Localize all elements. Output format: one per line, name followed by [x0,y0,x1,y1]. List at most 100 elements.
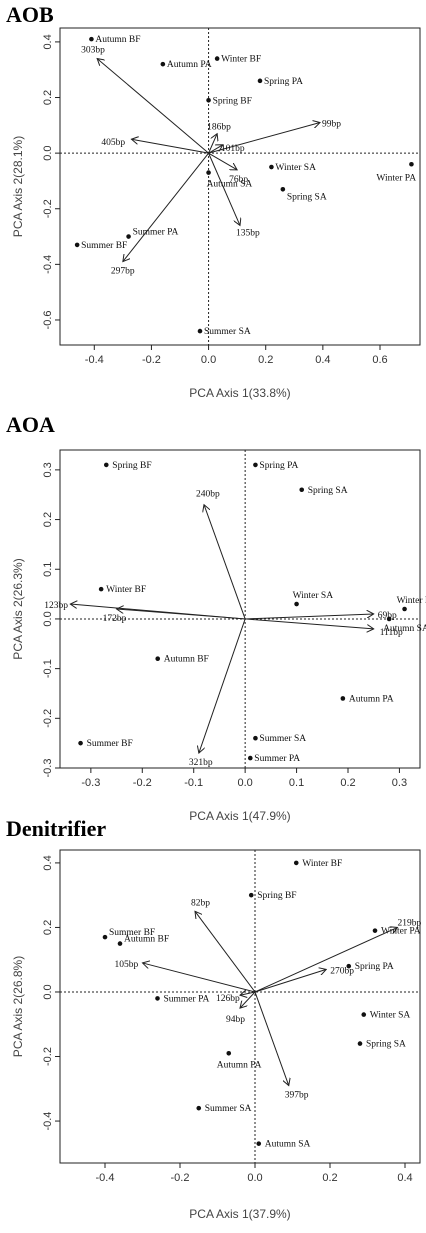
sample-point-label: Winter SA [275,163,316,173]
sample-point [74,242,80,248]
sample-point [346,963,352,969]
sample-point [226,1050,232,1056]
sample-point [78,740,83,746]
y-tick-label: 0.3 [42,462,54,477]
x-tick-label: -0.4 [85,354,104,366]
sample-point [293,860,299,866]
loading-vector-105bp [143,963,256,993]
x-tick-label: 0.2 [258,354,273,366]
sample-point [247,755,253,761]
sample-point [409,161,414,167]
loading-vector-397bp [254,991,289,1086]
y-tick-label: 0.2 [42,90,54,105]
y-tick-label: 0.2 [42,512,54,527]
sample-point-label: Autumn BF [164,655,209,665]
sample-point-label: Summer BF [87,739,133,749]
sample-point-label: Winter PA [397,596,426,606]
loading-vector-126bp [240,992,256,995]
vector-label: 101bp [221,144,245,154]
loading-vector-405bp [131,139,209,154]
y-tick-label: -0.3 [42,759,54,778]
x-tick-label: -0.2 [133,777,152,789]
y-tick-label: 0.4 [42,34,54,49]
sample-point-label: Spring BF [112,461,151,471]
vector-label: 297bp [111,267,135,277]
loading-vector-186bp [208,134,218,154]
x-tick-label: -0.3 [81,777,100,789]
sample-point-label: Spring PA [264,77,303,87]
x-tick-label: 0.0 [201,354,216,366]
loading-vector-76bp [208,152,238,170]
vector-label: 111bp [380,628,403,638]
loading-vector-69bp [245,614,374,620]
sample-point-label: Autumn SA [383,624,426,634]
x-tick-label: 0.0 [237,777,252,789]
sample-point [98,586,104,592]
sample-point [160,61,166,67]
sample-point-label: Autumn PA [349,694,394,704]
vector-label: 240bp [196,490,220,500]
sample-point-label: Spring SA [287,192,327,202]
pca-panel-aob: AOB -0.4 -0.2 0.0 0.2 0.4 0.6 -0.6 -0.4 -0.2 0.0 0.… [6,2,421,400]
vector-label: 303bp [81,46,105,56]
loading-vector-82bp [195,911,256,993]
sample-point-label: Autumn SA [207,180,253,190]
sample-point [103,462,109,468]
loading-vector-135bp [208,152,240,225]
sample-point-label: Summer PA [133,228,179,238]
x-tick-label: 0.1 [289,777,304,789]
x-tick-label: -0.2 [171,1172,190,1184]
sample-point [257,78,263,84]
y-axis-label: PCA Axis 2(28.1%) [11,136,25,237]
vector-label: 123bp [44,601,68,611]
y-tick-label: 0.0 [42,145,54,160]
sample-point-label: Summer PA [254,754,300,764]
pca-panel-denitrifier: Denitrifier -0.4 -0.2 0.0 0.2 0.4 -0.4 -0.2 0.0 0… [6,816,422,1221]
sample-point [197,328,203,334]
sample-point [206,97,211,103]
sample-point [294,601,299,607]
loading-vector-270bp [254,969,326,993]
sample-point [402,606,407,612]
sample-point-label: Spring BF [213,96,252,106]
x-tick-label: -0.2 [142,354,161,366]
y-axis-label: PCA Axis 2(26.3%) [11,558,25,659]
plot-frame [59,27,421,346]
vector-label: 76bp [229,175,248,185]
vector-label: 94bp [226,1015,245,1025]
sample-point-label: Winter PA [376,173,416,183]
sample-point [340,696,346,701]
y-tick-label: -0.2 [42,709,54,728]
panel-title: AOA [6,412,55,437]
sample-point [372,928,378,933]
vector-label: 397bp [285,1091,309,1101]
x-tick-label: 0.6 [372,354,387,366]
sample-point-label: Autumn PA [217,1060,262,1070]
vector-label: 219bp [398,918,422,928]
loading-vector-297bp [123,152,209,261]
sample-point-label: Autumn PA [167,60,212,70]
vector-label: 172bp [103,614,127,624]
vector-label: 321bp [189,758,213,768]
sample-point [89,36,94,42]
sample-point [155,996,160,1001]
sample-point-label: Summer SA [204,327,251,337]
loading-vector-111bp [245,618,374,629]
y-axis-label: PCA Axis 2(26.8%) [11,956,25,1057]
sample-point-label: Spring PA [259,461,298,471]
sample-point-label: Summer SA [205,1104,252,1114]
y-tick-label: 0.1 [42,562,54,577]
x-tick-label: -0.4 [96,1172,115,1184]
sample-point-label: Winter BF [302,859,342,869]
x-tick-label: 0.4 [315,354,330,366]
sample-point [196,1105,202,1111]
loading-vector-172bp [117,609,246,620]
sample-point-label: Spring BF [257,891,296,901]
sample-point [357,1041,363,1046]
sample-point-label: Spring PA [355,962,394,972]
sample-point [299,487,305,493]
sample-point-label: Autumn BF [124,935,169,945]
y-tick-label: 0.2 [42,920,54,935]
y-tick-label: -0.4 [42,1112,54,1131]
